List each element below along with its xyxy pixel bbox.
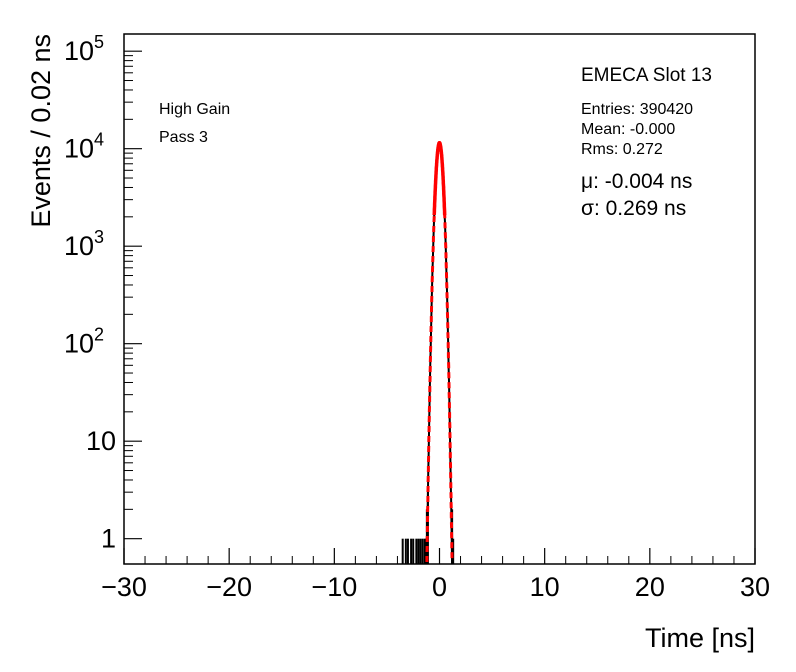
fit-mu: μ: -0.004 ns xyxy=(581,170,692,193)
x-tick-label: 20 xyxy=(635,572,665,602)
gaussian-fit xyxy=(425,141,454,562)
x-axis-label: Time [ns] xyxy=(645,623,755,653)
stats-entries: Entries: 390420 xyxy=(581,101,693,118)
annotation-high-gain: High Gain xyxy=(159,101,230,118)
y-tick-label: 104 xyxy=(64,130,104,164)
fit-curve-peak xyxy=(432,141,447,216)
fit-curve xyxy=(425,141,454,562)
chart-title: EMECA Slot 13 xyxy=(581,65,712,86)
y-tick-label: 10 xyxy=(86,426,116,456)
x-tick-label: 10 xyxy=(530,572,560,602)
x-axis-ticks: −30 −20 −10 0 10 20 30 xyxy=(101,548,770,602)
y-tick-label: 102 xyxy=(64,325,104,359)
y-axis-label: Events / 0.02 ns xyxy=(26,34,56,228)
y-tick-label: 105 xyxy=(64,32,104,66)
x-tick-label: −10 xyxy=(311,572,357,602)
annotation-pass: Pass 3 xyxy=(159,129,208,146)
y-tick-label: 1 xyxy=(101,524,116,554)
stats-mean: Mean: -0.000 xyxy=(581,121,675,138)
x-tick-label: 0 xyxy=(432,572,447,602)
y-axis-ticks: 1 10 102 103 104 105 xyxy=(64,32,142,554)
fit-sigma: σ: 0.269 ns xyxy=(581,197,686,220)
stats-rms: Rms: 0.272 xyxy=(581,141,663,158)
y-tick-label: 103 xyxy=(64,227,104,261)
x-tick-label: −30 xyxy=(101,572,147,602)
x-tick-label: −20 xyxy=(206,572,252,602)
x-tick-label: 30 xyxy=(740,572,770,602)
